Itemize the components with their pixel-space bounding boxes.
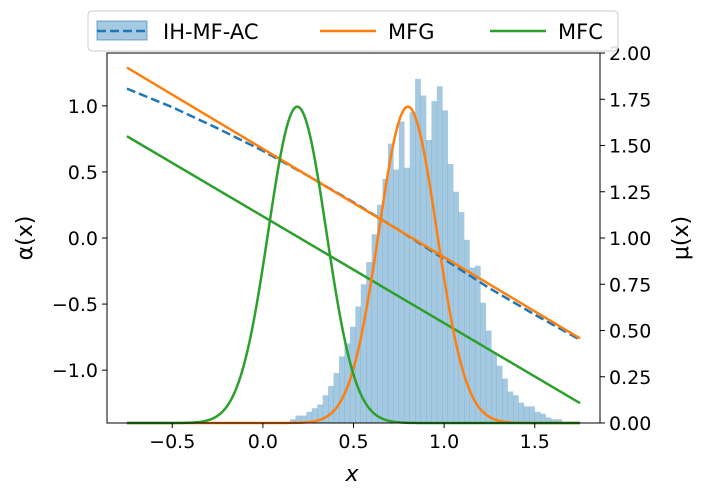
- histogram-bar: [360, 284, 367, 423]
- series-line-0: [126, 87, 581, 341]
- histogram-bar: [523, 406, 530, 423]
- histogram-bar: [485, 330, 492, 423]
- histogram-bar: [409, 112, 416, 423]
- histogram-bar: [404, 167, 410, 423]
- histogram-bar: [431, 101, 438, 423]
- histogram-bar: [415, 78, 421, 424]
- histogram-bar: [355, 306, 362, 423]
- histogram-bar: [306, 411, 313, 423]
- y-left-tick-label: 1.0: [68, 96, 98, 118]
- histogram-layer: [290, 78, 563, 424]
- histogram-bar: [300, 415, 307, 423]
- histogram-bar: [491, 352, 497, 423]
- y-right-tick-label: 0.25: [609, 367, 651, 389]
- y-left-tick-label: 0.5: [68, 162, 98, 184]
- y-right-tick-label: 2.00: [609, 43, 651, 65]
- y-right-tick-label: 0.75: [609, 274, 651, 296]
- y-left-axis-label: α(x): [13, 216, 38, 261]
- histogram-bar: [371, 234, 378, 423]
- axes-layer: −0.5 0.0 0.5 1.0 1.5 −1.0 −0.5 0.0 0.5 1.0 0.00 0.2…: [52, 43, 651, 453]
- histogram-bar: [513, 395, 519, 423]
- histogram-bar: [545, 417, 552, 423]
- series-line-2: [126, 135, 581, 405]
- y-left-tick-label: 0.0: [68, 228, 98, 250]
- histogram-bar: [480, 302, 487, 423]
- y-right-axis-label: μ(x): [669, 216, 694, 260]
- histogram-bar: [290, 419, 296, 423]
- histogram-bar: [551, 419, 557, 423]
- legend-label: MFC: [558, 20, 603, 44]
- y-right-tick-label: 1.25: [609, 182, 651, 204]
- histogram-bar: [442, 110, 449, 423]
- series-line-1: [126, 66, 581, 340]
- histogram-bar: [398, 121, 405, 423]
- histogram-bar: [382, 178, 389, 423]
- x-tick-label: −0.5: [149, 431, 195, 453]
- x-axis-label: x: [344, 462, 359, 487]
- histogram-bar: [496, 365, 503, 423]
- x-tick-label: 0.0: [248, 431, 278, 453]
- y-left-tick-label: −0.5: [52, 294, 98, 316]
- histogram-bar: [420, 95, 427, 424]
- legend: IH-MF-AC MFG MFC: [87, 10, 619, 52]
- histogram-bar: [540, 413, 546, 423]
- histogram-bar: [317, 404, 323, 423]
- x-tick-label: 0.5: [338, 431, 368, 453]
- histogram-bar: [458, 212, 465, 423]
- histogram-bar: [377, 204, 383, 423]
- histogram-bar: [529, 406, 536, 423]
- histogram-bar: [464, 239, 470, 423]
- histogram-bar: [426, 139, 432, 423]
- histogram-bar: [366, 262, 372, 423]
- histogram-bar: [322, 395, 329, 423]
- histogram-bar: [447, 164, 454, 423]
- histogram-bar: [507, 391, 514, 423]
- x-tick-label: 1.5: [520, 431, 550, 453]
- y-right-tick-label: 0.00: [609, 413, 651, 435]
- histogram-bar: [339, 356, 345, 423]
- histogram-bar: [518, 402, 525, 423]
- histogram-bar: [387, 143, 394, 423]
- histogram-bar: [333, 373, 340, 423]
- x-tick-label: 1.0: [429, 431, 459, 453]
- curve-layer: [126, 66, 581, 425]
- histogram-bar: [311, 408, 318, 423]
- histogram-bar: [556, 419, 563, 423]
- y-left-tick-label: −1.0: [52, 360, 98, 382]
- histogram-bar: [453, 191, 459, 423]
- histogram-bar: [344, 343, 351, 423]
- histogram-bar: [469, 267, 476, 423]
- y-right-tick-label: 0.50: [609, 321, 651, 343]
- series-line-4: [126, 105, 581, 425]
- histogram-bar: [295, 415, 302, 423]
- legend-label: IH-MF-AC: [163, 20, 259, 44]
- y-right-tick-label: 1.00: [609, 228, 651, 250]
- legend-label: MFG: [388, 20, 434, 44]
- y-right-tick-label: 1.50: [609, 136, 651, 158]
- y-right-tick-label: 1.75: [609, 89, 651, 111]
- histogram-bar: [502, 378, 508, 423]
- histogram-bar: [534, 411, 541, 423]
- histogram-bar: [328, 386, 334, 423]
